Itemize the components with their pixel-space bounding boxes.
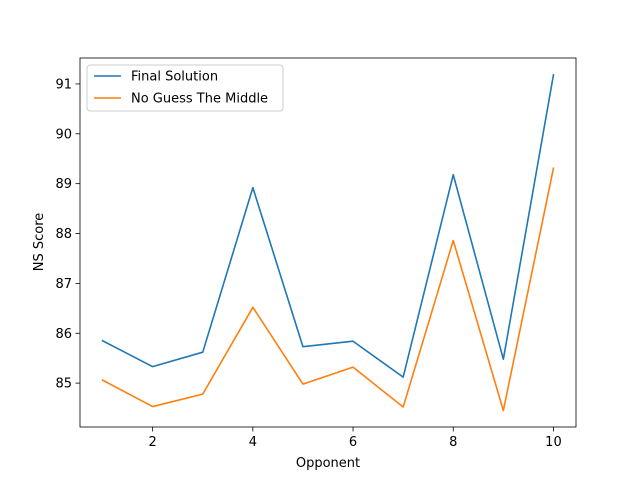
y-tick-label: 86 [55, 327, 72, 342]
x-tick-label: 6 [349, 435, 357, 450]
y-tick-label: 85 [55, 377, 72, 392]
x-tick-label: 10 [545, 435, 562, 450]
y-tick-label: 88 [55, 227, 72, 242]
legend-label-2: No Guess The Middle [131, 92, 268, 107]
x-axis: 2 4 6 8 10 [149, 427, 562, 450]
legend: Final Solution No Guess The Middle [86, 64, 284, 112]
y-tick-label: 91 [55, 77, 72, 92]
x-tick-label: 2 [149, 435, 157, 450]
y-tick-label: 87 [55, 277, 72, 292]
plot-frame [79, 57, 577, 428]
x-axis-label: Opponent [296, 456, 360, 471]
y-axis: 85 86 87 88 89 90 91 [55, 77, 80, 392]
series-line-2 [101, 167, 555, 412]
y-axis-label: NS Score [32, 213, 47, 272]
series-line-1 [101, 74, 555, 378]
legend-box [86, 64, 284, 112]
plot-area [101, 74, 555, 412]
legend-label-1: Final Solution [131, 70, 218, 85]
x-tick-label: 8 [449, 435, 457, 450]
x-tick-label: 4 [249, 435, 257, 450]
y-tick-label: 89 [55, 177, 72, 192]
y-tick-label: 90 [55, 127, 72, 142]
